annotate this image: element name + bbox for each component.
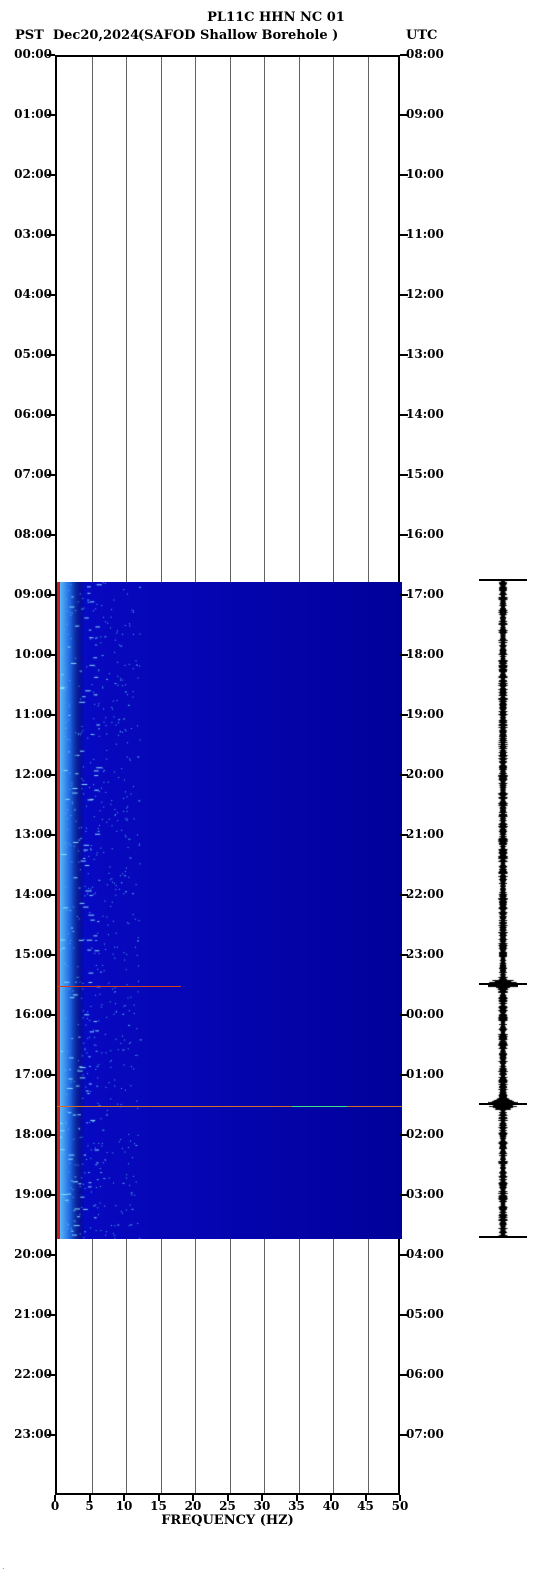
chart-title: PL11C HHN NC 01 bbox=[0, 10, 552, 25]
y-label-pst: 22:00 bbox=[2, 1367, 52, 1381]
spectrogram-event-line bbox=[57, 1106, 402, 1107]
y-label-pst: 04:00 bbox=[2, 287, 52, 301]
x-tick-label: 0 bbox=[43, 1499, 67, 1513]
x-tick-label: 10 bbox=[112, 1499, 136, 1513]
x-tick-label: 5 bbox=[78, 1499, 102, 1513]
y-label-pst: 01:00 bbox=[2, 107, 52, 121]
waveform-event-tick bbox=[479, 983, 527, 985]
corner-mark: . bbox=[2, 1562, 5, 1571]
y-label-pst: 16:00 bbox=[2, 1007, 52, 1021]
y-label-pst: 14:00 bbox=[2, 887, 52, 901]
tz-right-label: UTC bbox=[406, 28, 437, 43]
y-label-utc: 12:00 bbox=[406, 287, 444, 301]
y-label-utc: 01:00 bbox=[406, 1067, 444, 1081]
x-tick-label: 35 bbox=[285, 1499, 309, 1513]
y-label-utc: 16:00 bbox=[406, 527, 444, 541]
spectrogram-plot-frame bbox=[55, 55, 400, 1495]
y-label-pst: 15:00 bbox=[2, 947, 52, 961]
spectrogram-data-region bbox=[57, 582, 402, 1239]
y-label-pst: 19:00 bbox=[2, 1187, 52, 1201]
spectrogram-event-line bbox=[292, 1106, 347, 1107]
y-label-utc: 13:00 bbox=[406, 347, 444, 361]
y-label-utc: 07:00 bbox=[406, 1427, 444, 1441]
y-label-utc: 09:00 bbox=[406, 107, 444, 121]
tz-left-label: PST Dec20,2024 bbox=[15, 28, 139, 43]
waveform-event-tick bbox=[479, 1236, 527, 1238]
spectrogram-canvas bbox=[57, 582, 402, 1239]
y-label-pst: 06:00 bbox=[2, 407, 52, 421]
y-label-utc: 00:00 bbox=[406, 1007, 444, 1021]
y-label-pst: 20:00 bbox=[2, 1247, 52, 1261]
y-label-utc: 03:00 bbox=[406, 1187, 444, 1201]
y-label-pst: 11:00 bbox=[2, 707, 52, 721]
y-label-utc: 08:00 bbox=[406, 47, 444, 61]
y-label-pst: 13:00 bbox=[2, 827, 52, 841]
y-label-pst: 09:00 bbox=[2, 587, 52, 601]
y-label-pst: 03:00 bbox=[2, 227, 52, 241]
y-label-utc: 17:00 bbox=[406, 587, 444, 601]
y-label-utc: 20:00 bbox=[406, 767, 444, 781]
y-label-pst: 17:00 bbox=[2, 1067, 52, 1081]
y-label-utc: 22:00 bbox=[406, 887, 444, 901]
waveform-event-tick bbox=[479, 579, 527, 581]
station-subtitle: (SAFOD Shallow Borehole ) bbox=[138, 28, 338, 43]
waveform-trace-canvas bbox=[488, 580, 518, 1237]
x-tick-label: 25 bbox=[216, 1499, 240, 1513]
waveform-panel bbox=[488, 580, 518, 1237]
y-label-pst: 12:00 bbox=[2, 767, 52, 781]
y-label-pst: 23:00 bbox=[2, 1427, 52, 1441]
x-tick-label: 50 bbox=[388, 1499, 412, 1513]
waveform-event-tick bbox=[479, 1103, 527, 1105]
y-label-utc: 18:00 bbox=[406, 647, 444, 661]
x-tick-label: 20 bbox=[181, 1499, 205, 1513]
y-label-utc: 06:00 bbox=[406, 1367, 444, 1381]
y-label-utc: 11:00 bbox=[406, 227, 444, 241]
y-label-utc: 04:00 bbox=[406, 1247, 444, 1261]
x-axis-title: FREQUENCY (HZ) bbox=[55, 1513, 400, 1528]
x-tick-label: 30 bbox=[250, 1499, 274, 1513]
y-label-pst: 18:00 bbox=[2, 1127, 52, 1141]
spectrogram-event-line bbox=[57, 986, 181, 987]
y-label-utc: 10:00 bbox=[406, 167, 444, 181]
x-tick-label: 45 bbox=[354, 1499, 378, 1513]
y-label-utc: 23:00 bbox=[406, 947, 444, 961]
y-label-pst: 05:00 bbox=[2, 347, 52, 361]
y-label-pst: 10:00 bbox=[2, 647, 52, 661]
y-label-utc: 21:00 bbox=[406, 827, 444, 841]
y-label-utc: 14:00 bbox=[406, 407, 444, 421]
y-label-pst: 21:00 bbox=[2, 1307, 52, 1321]
y-label-utc: 19:00 bbox=[406, 707, 444, 721]
y-label-utc: 15:00 bbox=[406, 467, 444, 481]
x-tick-label: 15 bbox=[147, 1499, 171, 1513]
y-label-pst: 02:00 bbox=[2, 167, 52, 181]
y-label-pst: 08:00 bbox=[2, 527, 52, 541]
y-label-pst: 00:00 bbox=[2, 47, 52, 61]
y-label-pst: 07:00 bbox=[2, 467, 52, 481]
x-tick-label: 40 bbox=[319, 1499, 343, 1513]
y-label-utc: 02:00 bbox=[406, 1127, 444, 1141]
dc-edge-line bbox=[57, 582, 60, 1239]
y-label-utc: 05:00 bbox=[406, 1307, 444, 1321]
